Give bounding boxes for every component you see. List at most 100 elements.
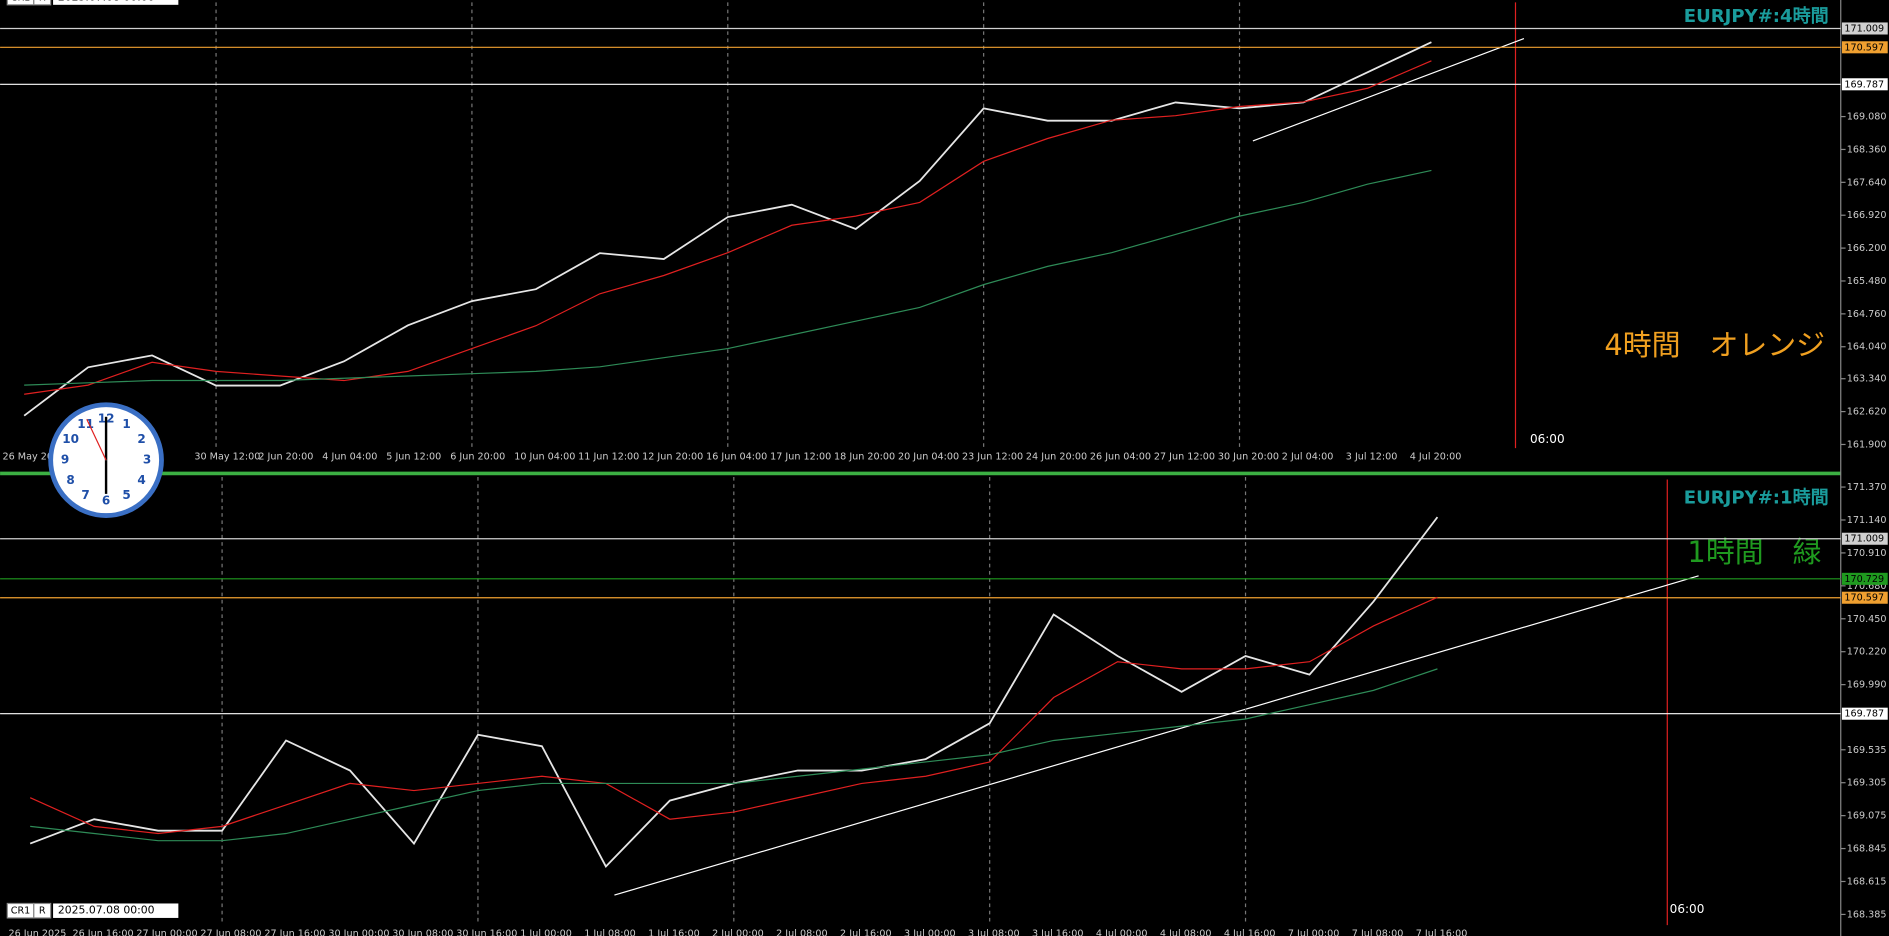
chart-title: EURJPY#:1時間	[1684, 488, 1829, 509]
x-tick-label: 2 Jul 04:00	[1282, 452, 1334, 463]
x-tick-label: 20 Jun 04:00	[898, 452, 959, 463]
y-tick-label: 168.615	[1847, 876, 1887, 887]
price-line	[29, 596, 1438, 835]
clock-numeral: 7	[81, 488, 89, 502]
x-tick-label: 1 Jul 00:00	[520, 929, 572, 936]
y-tick-label: 170.220	[1847, 647, 1887, 658]
clock-numeral: 4	[137, 473, 145, 487]
y-tick-label: 170.680	[1847, 581, 1887, 592]
y-tick-label: 168.385	[1847, 909, 1887, 920]
x-tick-label: 2 Jul 16:00	[840, 929, 892, 936]
x-tick-label: 6 Jun 20:00	[450, 452, 505, 463]
trend-line	[1252, 37, 1525, 142]
y-tick-label: 167.640	[1847, 177, 1887, 188]
x-tick-label: 7 Jul 08:00	[1352, 929, 1404, 936]
x-tick-label: 30 Jun 16:00	[456, 929, 517, 936]
x-tick-label: 4 Jul 16:00	[1224, 929, 1276, 936]
toolbar: CR1 R 2025.07.08 00:00	[6, 902, 179, 919]
button-label[interactable]: CR1	[11, 0, 31, 4]
y-tick-label: 169.080	[1847, 112, 1887, 123]
y-tick-label: 164.040	[1847, 342, 1887, 353]
level-label-box	[1841, 78, 1888, 91]
trend-line	[614, 575, 1699, 896]
cursor-label: 06:00	[1670, 902, 1705, 916]
button-label[interactable]: R	[39, 0, 46, 4]
level-label-box	[1841, 591, 1888, 604]
x-tick-label: 30 Jun 20:00	[1218, 452, 1279, 463]
x-tick-label: 24 Jun 20:00	[1026, 452, 1087, 463]
x-tick-label: 3 Jul 00:00	[904, 929, 956, 936]
x-tick-label: 12 Jun 20:00	[642, 452, 703, 463]
x-tick-label: 17 Jun 12:00	[770, 452, 831, 463]
y-tick-label: 164.760	[1847, 309, 1887, 320]
level-label-box	[1841, 532, 1888, 545]
y-tick-label: 169.990	[1847, 680, 1887, 691]
clock-numeral: 5	[122, 488, 130, 502]
x-tick-label: 27 Jun 12:00	[1154, 452, 1215, 463]
x-tick-label: 26 May 2025	[2, 452, 65, 463]
x-tick-label: 16 Jun 04:00	[706, 452, 767, 463]
datetime-box	[53, 0, 179, 5]
level-label: 169.787	[1844, 709, 1884, 720]
datetime: 2025.07.08 00:00	[58, 0, 155, 4]
x-tick-label: 4 Jul 00:00	[1096, 929, 1148, 936]
x-tick-label: 26 Jun 16:00	[72, 929, 133, 936]
x-tick-label: 7 Jul 16:00	[1416, 929, 1468, 936]
datetime: 2025.07.08 00:00	[58, 904, 155, 917]
x-tick-label: 1 Jul 16:00	[648, 929, 700, 936]
price-line	[24, 169, 1432, 386]
clock-hand	[86, 418, 107, 461]
x-tick-label: 4 Jul 08:00	[1160, 929, 1212, 936]
y-tick-label: 169.535	[1847, 745, 1887, 756]
x-tick-label: 27 Jun 00:00	[136, 929, 197, 936]
button[interactable]	[33, 0, 52, 6]
y-tick-label: 171.140	[1847, 515, 1887, 526]
x-tick-label: 5 Jun 12:00	[386, 452, 441, 463]
y-tick-label: 170.450	[1847, 614, 1887, 625]
x-tick-label: 18 Jun 20:00	[834, 452, 895, 463]
x-tick-label: 30 May 12:00	[194, 452, 260, 463]
clock-numeral: 8	[66, 473, 74, 487]
level-label: 171.009	[1844, 534, 1884, 545]
button-label[interactable]: R	[39, 906, 46, 917]
x-tick-label: 2 Jul 08:00	[776, 929, 828, 936]
x-tick-label: 30 Jun 00:00	[328, 929, 389, 936]
cursor-label: 06:00	[1530, 432, 1565, 446]
clock-numeral: 10	[62, 432, 79, 446]
y-tick-label: 171.370	[1847, 482, 1887, 493]
x-tick-label: 27 Jun 08:00	[200, 929, 261, 936]
datetime-box	[53, 903, 179, 918]
x-tick-label: 2 Jun 20:00	[258, 452, 313, 463]
level-label: 170.597	[1844, 42, 1884, 53]
clock: 121234567891011	[48, 402, 164, 518]
x-tick-label: 26 Jun 2025	[8, 929, 66, 936]
level-label-box	[1841, 22, 1888, 35]
button-label[interactable]: CR1	[11, 906, 31, 917]
y-tick-label: 171.730	[1847, 0, 1887, 2]
x-tick-label: 1 Jul 08:00	[584, 929, 636, 936]
clock-numeral: 6	[102, 494, 110, 508]
x-tick-label: 27 Jun 16:00	[264, 929, 325, 936]
y-tick-label: 170.910	[1847, 548, 1887, 559]
x-tick-label: 4 Jul 20:00	[1410, 452, 1462, 463]
button[interactable]	[33, 902, 52, 919]
y-tick-label: 169.305	[1847, 778, 1887, 789]
level-label-box	[1841, 707, 1888, 720]
x-tick-label: 3 Jul 16:00	[1032, 929, 1084, 936]
button[interactable]	[6, 0, 35, 6]
clock-numeral: 9	[61, 453, 69, 467]
annotation: 4時間 オレンジ	[1604, 328, 1825, 362]
price-line	[24, 60, 1432, 395]
y-tick-label: 169.075	[1847, 811, 1887, 822]
y-tick-label: 168.845	[1847, 844, 1887, 855]
price-line	[23, 41, 1432, 417]
y-tick-label: 168.360	[1847, 144, 1887, 155]
y-tick-label: 166.200	[1847, 243, 1887, 254]
x-tick-label: 10 Jun 04:00	[514, 452, 575, 463]
x-tick-label: 11 Jun 12:00	[578, 452, 639, 463]
level-label: 170.597	[1844, 593, 1884, 604]
x-tick-label: 2 Jul 00:00	[712, 929, 764, 936]
x-tick-label: 3 Jul 12:00	[1346, 452, 1398, 463]
